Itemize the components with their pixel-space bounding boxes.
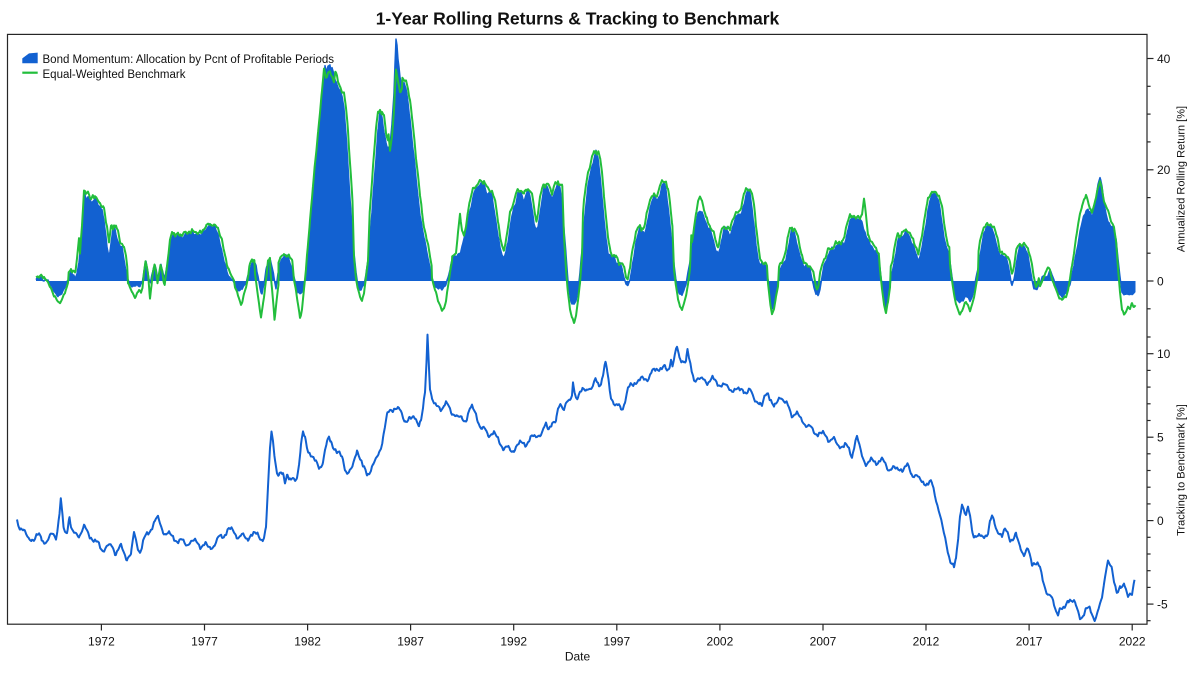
svg-text:Annualized Rolling Return [%]: Annualized Rolling Return [%]	[1176, 106, 1188, 252]
svg-text:5: 5	[1157, 431, 1164, 445]
svg-text:1977: 1977	[191, 635, 218, 649]
svg-text:20: 20	[1157, 163, 1171, 177]
svg-text:1987: 1987	[397, 635, 424, 649]
svg-text:0: 0	[1157, 274, 1164, 288]
svg-text:2022: 2022	[1119, 635, 1146, 649]
svg-text:10: 10	[1157, 347, 1171, 361]
svg-text:Bond Momentum: Allocation by P: Bond Momentum: Allocation by Pcnt of Pro…	[43, 54, 335, 66]
svg-text:Tracking to Benchmark [%]: Tracking to Benchmark [%]	[1176, 404, 1188, 536]
svg-text:-5: -5	[1157, 597, 1168, 611]
svg-text:Date: Date	[565, 650, 591, 664]
svg-text:2007: 2007	[810, 635, 837, 649]
svg-text:1972: 1972	[88, 635, 115, 649]
svg-text:40: 40	[1157, 52, 1171, 66]
svg-text:1992: 1992	[500, 635, 527, 649]
svg-text:2017: 2017	[1016, 635, 1043, 649]
svg-text:0: 0	[1157, 514, 1164, 528]
svg-text:1997: 1997	[603, 635, 630, 649]
svg-text:2002: 2002	[707, 635, 734, 649]
svg-text:1-Year Rolling Returns & Track: 1-Year Rolling Returns & Tracking to Ben…	[376, 9, 780, 29]
svg-text:2012: 2012	[913, 635, 940, 649]
svg-text:1982: 1982	[294, 635, 321, 649]
svg-text:Equal-Weighted Benchmark: Equal-Weighted Benchmark	[43, 69, 186, 81]
